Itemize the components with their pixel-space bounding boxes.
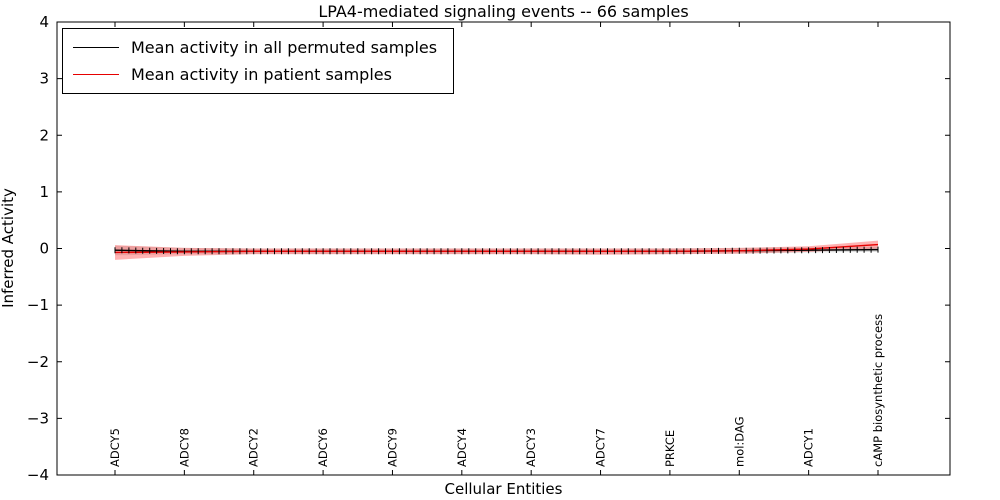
legend-item-permuted: Mean activity in all permuted samples: [73, 38, 437, 57]
x-tick-label: ADCY7: [594, 428, 608, 467]
y-tick-label: 0: [39, 240, 49, 258]
y-tick-label: 3: [39, 70, 49, 88]
y-tick-label: 2: [39, 126, 49, 144]
y-tick-label: 4: [39, 13, 49, 31]
y-tick-label: −3: [27, 409, 49, 427]
y-tick-label: −4: [27, 466, 49, 484]
legend-label-patient: Mean activity in patient samples: [131, 65, 392, 84]
x-tick-label: ADCY6: [316, 428, 330, 467]
x-tick-label: ADCY3: [524, 428, 538, 467]
x-axis-label: Cellular Entities: [444, 480, 563, 498]
chart-title: LPA4-mediated signaling events -- 66 sam…: [318, 2, 689, 21]
x-tick-label: ADCY1: [802, 428, 816, 467]
legend-line-patient-icon: [73, 74, 119, 75]
x-tick-label: ADCY9: [385, 428, 399, 467]
y-tick-label: −2: [27, 353, 49, 371]
y-tick-label: −1: [27, 296, 49, 314]
x-tick-label: ADCY5: [108, 428, 122, 467]
legend: Mean activity in all permuted samples Me…: [62, 28, 455, 94]
legend-item-patient: Mean activity in patient samples: [73, 65, 437, 84]
y-axis-label: Inferred Activity: [0, 188, 17, 308]
series-markers-permuted: [114, 246, 879, 255]
x-tick-label: ADCY2: [247, 428, 261, 467]
legend-line-permuted-icon: [73, 47, 119, 48]
x-tick-label: PRKCE: [663, 430, 677, 467]
x-tick-label: cAMP biosynthetic process: [871, 314, 885, 467]
legend-label-permuted: Mean activity in all permuted samples: [131, 38, 438, 57]
x-tick-label: ADCY8: [177, 428, 191, 467]
y-tick-label: 1: [39, 183, 49, 201]
x-tick-label: mol:DAG: [732, 416, 746, 467]
x-tick-label: ADCY4: [455, 428, 469, 467]
